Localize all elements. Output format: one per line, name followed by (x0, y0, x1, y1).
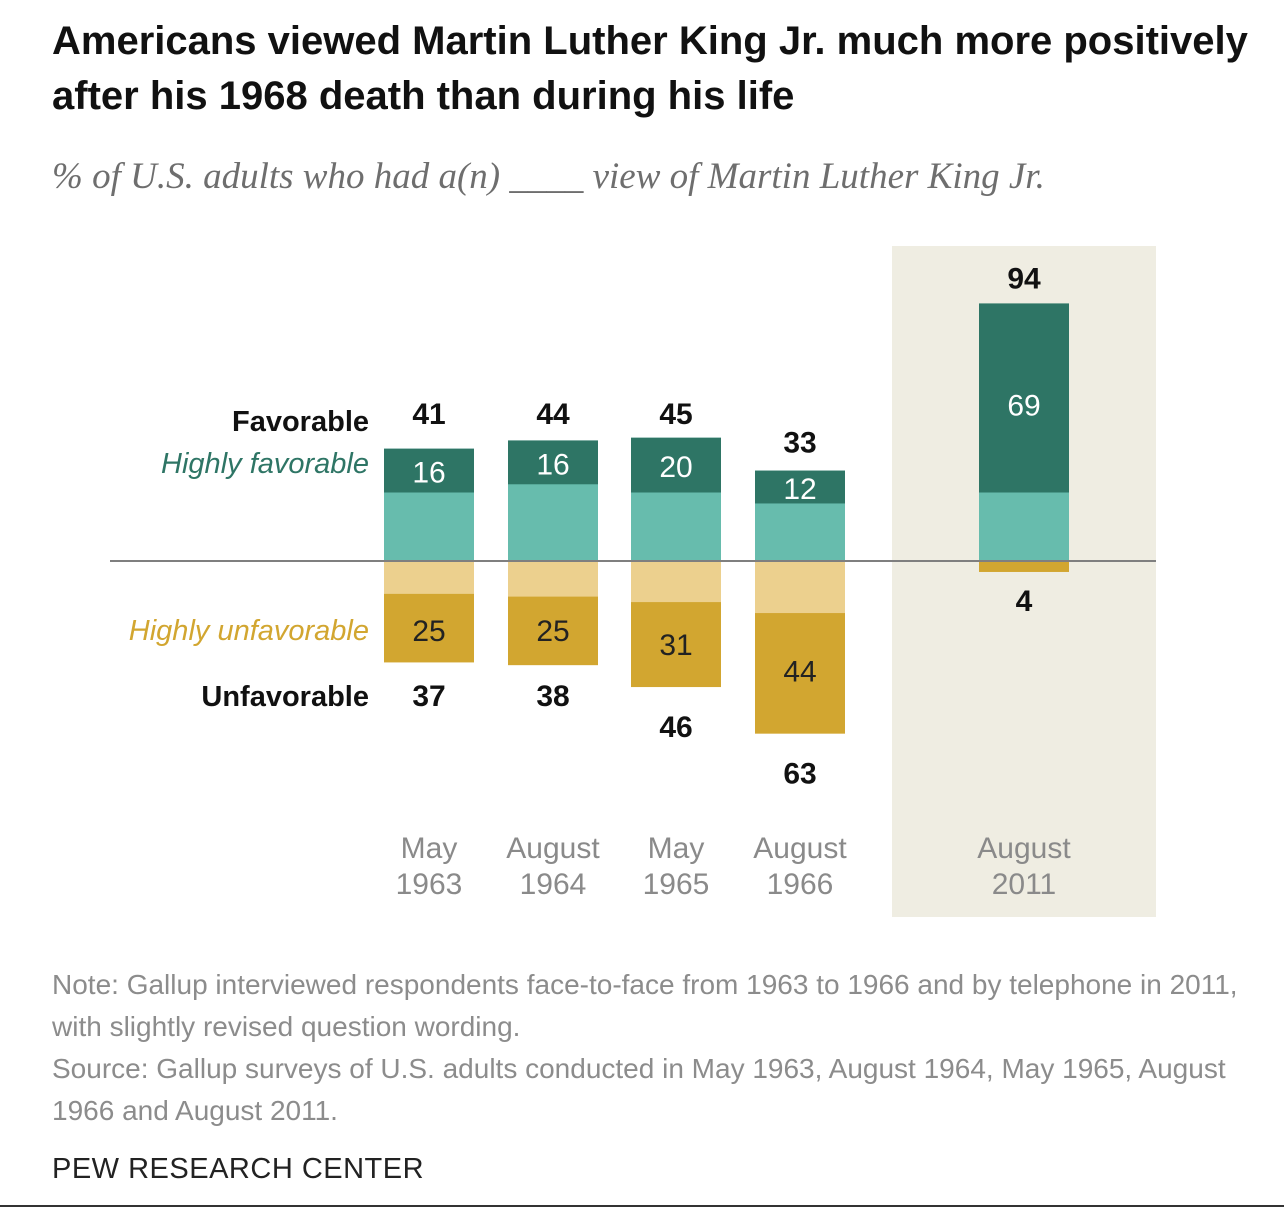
highly-unfavorable-bar (755, 613, 845, 734)
x-tick-label-year: 2011 (992, 868, 1057, 901)
highly-favorable-bar (631, 437, 721, 493)
legend-unfavorable: Unfavorable (201, 681, 369, 713)
highly-favorable-value: 12 (783, 473, 816, 506)
highly-unfavorable-value: 25 (536, 615, 569, 648)
unfavorable-value: 37 (412, 680, 445, 713)
highly-favorable-value: 16 (536, 448, 569, 481)
highly-unfavorable-value: 25 (412, 615, 445, 648)
unfavorable-value: 4 (1016, 585, 1033, 618)
chart-subtitle: % of U.S. adults who had a(n) ____ view … (52, 156, 1045, 197)
chart-title: Americans viewed Martin Luther King Jr. … (52, 19, 1248, 118)
chart-notes: Note: Gallup interviewed respondents fac… (52, 964, 1242, 1132)
favorable-value: 41 (412, 398, 445, 431)
unfavorable-bar (979, 561, 1069, 572)
bottom-divider (0, 1205, 1284, 1207)
unfavorable-value: 63 (783, 758, 816, 791)
x-tick-label-year: 1966 (767, 868, 834, 901)
unfavorable-value: 46 (659, 711, 692, 744)
x-tick-label-year: 1964 (520, 868, 587, 901)
x-tick-label-month: August (506, 832, 600, 865)
legend-highly-favorable: Highly favorable (161, 448, 369, 480)
highly-favorable-bar (979, 303, 1069, 493)
note-text: Note: Gallup interviewed respondents fac… (52, 969, 1238, 1042)
legend-favorable: Favorable (232, 406, 369, 438)
highly-favorable-bar (755, 470, 845, 504)
x-tick-label-month: May (401, 832, 458, 865)
highly-unfavorable-bar (631, 602, 721, 688)
highly-favorable-value: 16 (412, 457, 445, 490)
favorable-value: 33 (783, 427, 816, 460)
highly-favorable-value: 69 (1007, 389, 1040, 422)
favorable-value: 44 (536, 398, 570, 431)
legend-highly-unfavorable: Highly unfavorable (129, 615, 369, 647)
highly-favorable-value: 20 (659, 451, 692, 484)
brand-logo-text: PEW RESEARCH CENTER (52, 1153, 425, 1185)
highly-unfavorable-bar (508, 596, 598, 666)
highly-unfavorable-bar (384, 593, 474, 663)
highly-favorable-bar (508, 440, 598, 485)
unfavorable-value: 38 (536, 680, 569, 713)
x-tick-label-month: August (753, 832, 847, 865)
x-tick-label-year: 1965 (643, 868, 710, 901)
diverging-bar-chart: 16412537May196316442538August19642045314… (110, 246, 1156, 917)
highly-unfavorable-value: 44 (783, 655, 816, 688)
favorable-value: 94 (1007, 262, 1041, 295)
favorable-value: 45 (659, 398, 692, 431)
source-text: Source: Gallup surveys of U.S. adults co… (52, 1053, 1226, 1126)
highly-favorable-bar (384, 448, 474, 493)
highly-unfavorable-value: 31 (659, 629, 692, 662)
x-tick-label-month: August (977, 832, 1071, 865)
x-tick-label-year: 1963 (396, 868, 463, 901)
x-tick-label-month: May (648, 832, 705, 865)
